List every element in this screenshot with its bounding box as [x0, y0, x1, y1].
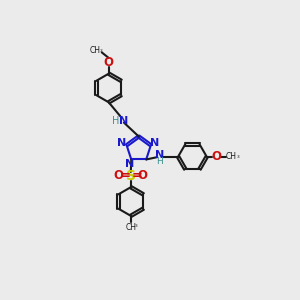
Text: $_3$: $_3$	[134, 223, 139, 230]
Text: $_3$: $_3$	[236, 154, 241, 161]
Text: O: O	[212, 150, 221, 163]
Text: =: =	[131, 169, 142, 182]
Text: N: N	[117, 138, 127, 148]
Text: N: N	[154, 150, 164, 160]
Text: S: S	[126, 169, 136, 183]
Text: N: N	[125, 159, 134, 169]
Text: CH: CH	[125, 223, 136, 232]
Text: CH: CH	[90, 46, 101, 55]
Text: $_3$: $_3$	[99, 47, 103, 55]
Text: N: N	[150, 138, 159, 148]
Text: CH: CH	[226, 152, 237, 161]
Text: O: O	[138, 169, 148, 182]
Text: N: N	[118, 116, 128, 126]
Text: O: O	[104, 56, 114, 69]
Text: H: H	[112, 116, 120, 127]
Text: =: =	[119, 169, 130, 182]
Text: O: O	[114, 169, 124, 182]
Text: H: H	[156, 157, 163, 166]
